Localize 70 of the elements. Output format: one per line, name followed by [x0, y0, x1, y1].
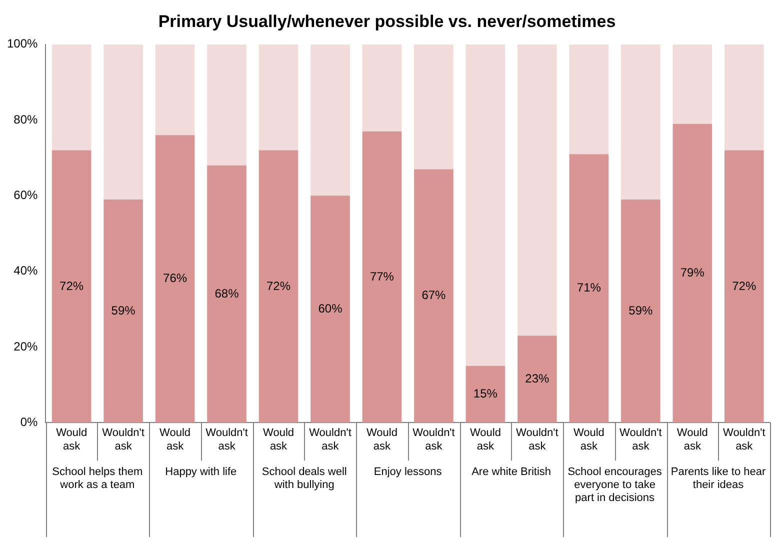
bar	[672, 124, 712, 423]
y-tick-label: 60%	[14, 188, 38, 202]
x-tick-label: Would ask	[366, 427, 398, 452]
bar	[104, 44, 143, 200]
text: Parents like to hear their ideas	[670, 466, 766, 492]
bar	[518, 44, 557, 336]
text: School deals well with bullying	[262, 466, 347, 492]
bar	[52, 150, 92, 423]
data-label: 72%	[60, 278, 84, 293]
data-label: 67%	[422, 288, 446, 302]
bar	[621, 44, 660, 200]
bar	[207, 44, 246, 166]
data-label: 60%	[318, 301, 343, 316]
bar	[621, 199, 660, 423]
y-tick-label: 80%	[14, 112, 38, 126]
y-tick-label: 0%	[20, 414, 38, 429]
text: Happy with life	[165, 466, 237, 478]
data-label: 59%	[111, 303, 136, 318]
bar	[724, 150, 764, 423]
x-tick-label: Wouldn't ask	[309, 427, 352, 452]
data-label: 71%	[576, 280, 602, 295]
text: Are white British	[472, 466, 552, 478]
bar	[258, 44, 298, 150]
bar	[414, 44, 454, 170]
bar	[258, 150, 298, 423]
x-tick-label: Wouldn't ask	[723, 427, 766, 452]
data-label: 72%	[732, 278, 756, 293]
data-label: 23%	[525, 371, 550, 386]
bar	[207, 165, 246, 423]
bar	[155, 44, 195, 136]
data-label: 76%	[163, 271, 188, 286]
bar	[569, 44, 609, 154]
bar	[310, 44, 350, 196]
bar	[52, 44, 92, 150]
bar	[466, 366, 506, 423]
data-label: 68%	[214, 286, 240, 300]
data-label: 77%	[370, 269, 394, 284]
bar	[672, 44, 712, 124]
bar	[466, 44, 506, 366]
data-label: 79%	[680, 266, 705, 280]
bar	[362, 44, 402, 132]
bar	[518, 336, 557, 423]
x-tick-label: Wouldn't ask	[620, 427, 662, 452]
x-tick-label: Would ask	[56, 427, 88, 452]
bar	[155, 135, 195, 423]
x-tick-label: Would ask	[160, 427, 191, 452]
x-tick-label: Wouldn't ask	[412, 427, 455, 452]
data-label: 72%	[266, 278, 291, 293]
chart-title: Primary Usually/whenever possible vs. never/sometimes	[158, 12, 616, 31]
data-label: 15%	[473, 386, 498, 401]
text: School helps them work as a team	[52, 466, 143, 492]
bar	[414, 169, 454, 423]
x-tick-label: Would ask	[470, 427, 501, 452]
x-tick-label: Wouldn't ask	[102, 427, 144, 452]
x-tick-label: Would ask	[573, 427, 604, 452]
bar	[569, 154, 609, 423]
y-tick-label: 100%	[6, 36, 38, 51]
text: Enjoy lessons	[374, 466, 442, 478]
bar	[362, 131, 402, 423]
y-tick-label: 40%	[14, 264, 38, 278]
bar	[310, 196, 350, 423]
x-tick-label: Would ask	[263, 427, 294, 452]
x-tick-label: Would ask	[676, 427, 708, 452]
x-tick-label: Wouldn't ask	[516, 427, 558, 452]
x-tick-label: Wouldn't ask	[206, 427, 248, 452]
bar	[104, 199, 143, 423]
text: School encourages everyone to take part in decisions	[568, 466, 662, 504]
y-tick-label: 20%	[14, 339, 38, 354]
bar	[724, 44, 764, 150]
data-label: 59%	[628, 303, 653, 318]
